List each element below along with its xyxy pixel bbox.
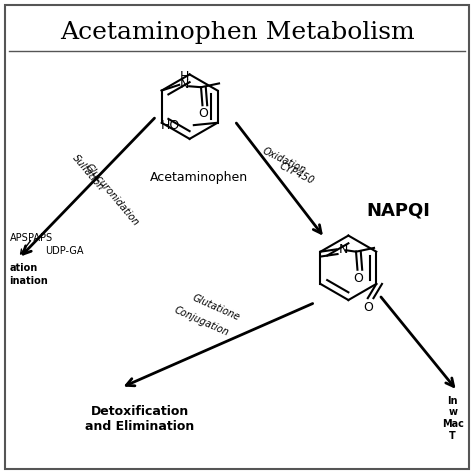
FancyBboxPatch shape — [5, 5, 469, 469]
Text: Glutatione: Glutatione — [191, 292, 241, 322]
Text: N: N — [180, 78, 189, 91]
Text: Detoxification
and Elimination: Detoxification and Elimination — [85, 405, 194, 434]
Text: O: O — [354, 272, 364, 285]
Text: Acetaminophen Metabolism: Acetaminophen Metabolism — [60, 21, 414, 45]
Text: Sulfation: Sulfation — [70, 153, 105, 193]
Text: APS: APS — [9, 233, 28, 243]
Text: O: O — [199, 107, 209, 120]
Text: Conjugation: Conjugation — [173, 305, 230, 338]
Text: ination: ination — [9, 275, 48, 286]
Text: Glucuronidation: Glucuronidation — [82, 162, 140, 228]
Text: H: H — [180, 70, 189, 83]
Text: Oxidation: Oxidation — [261, 146, 308, 175]
Text: w: w — [448, 407, 457, 418]
Text: HO: HO — [160, 118, 180, 132]
Text: In: In — [447, 395, 458, 406]
Text: NAPQI: NAPQI — [366, 202, 430, 220]
Text: Mac: Mac — [442, 419, 464, 429]
Text: PAPS: PAPS — [28, 233, 53, 243]
Text: ation: ation — [9, 263, 38, 273]
Text: UDP-GA: UDP-GA — [45, 246, 83, 256]
Text: CYP450: CYP450 — [277, 160, 315, 186]
Text: T: T — [449, 431, 456, 441]
Text: N: N — [338, 243, 348, 256]
Text: Acetaminophen: Acetaminophen — [150, 171, 248, 184]
Text: O: O — [363, 301, 373, 314]
